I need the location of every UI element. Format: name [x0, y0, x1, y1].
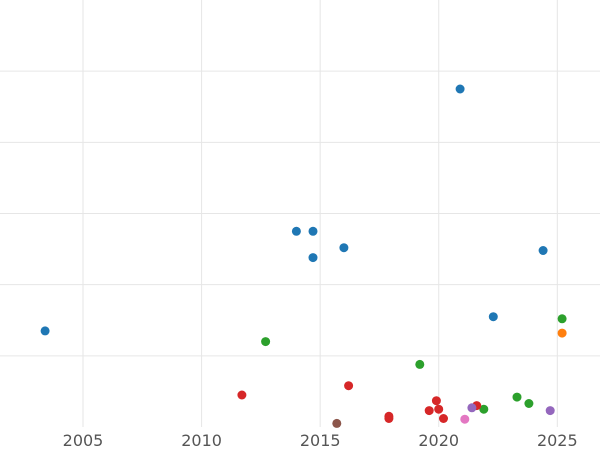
data-point: [512, 392, 522, 402]
data-points: [40, 84, 567, 428]
data-point: [308, 226, 318, 236]
grid-lines: [0, 0, 600, 427]
x-tick-label: 2020: [418, 431, 459, 450]
data-point: [237, 390, 247, 400]
data-point: [261, 337, 271, 347]
data-point: [538, 246, 548, 255]
data-point: [479, 404, 489, 414]
data-point: [467, 403, 477, 413]
data-point: [488, 312, 498, 322]
data-point: [431, 396, 441, 406]
data-point: [439, 414, 448, 423]
data-point: [344, 381, 354, 391]
data-point: [40, 326, 50, 336]
data-point: [460, 414, 470, 424]
data-point: [308, 253, 318, 263]
x-tick-label: 2005: [63, 431, 104, 450]
data-point: [524, 399, 534, 408]
x-tick-label: 2010: [181, 431, 222, 450]
data-point: [545, 406, 555, 416]
data-point: [415, 359, 425, 369]
data-point: [557, 314, 567, 324]
data-point: [291, 226, 301, 236]
x-tick-label: 2015: [300, 431, 341, 450]
data-point: [434, 404, 444, 414]
data-point: [557, 328, 567, 338]
x-axis-ticks: 2005 2010 2015 2020 2025: [63, 431, 578, 450]
data-point: [384, 414, 394, 423]
data-point: [332, 418, 342, 428]
data-point: [339, 243, 349, 253]
data-point: [424, 406, 434, 416]
x-tick-label: 2025: [537, 431, 578, 450]
data-point: [455, 84, 465, 94]
